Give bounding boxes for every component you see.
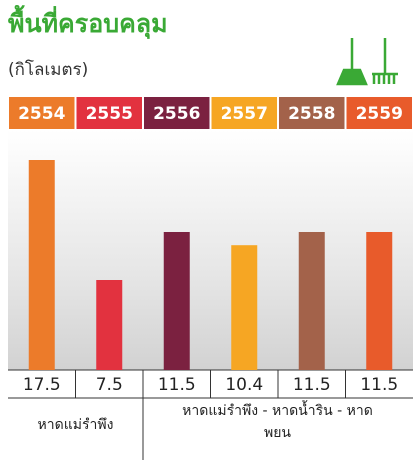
bar <box>164 232 190 370</box>
bar <box>29 160 55 370</box>
year-label: 2554 <box>18 104 65 124</box>
coverage-label: หาดแม่รำพึง - หาดน้ำริน - หาดพยน <box>175 400 380 444</box>
coverage-label: หาดแม่รำพึง <box>8 414 143 436</box>
year-label: 2558 <box>288 104 335 124</box>
plot-background <box>8 130 413 370</box>
chart: 2554 17.5 2555 7.5 2556 11.5 2557 10.4 2558 11.5 2… <box>0 0 413 460</box>
cleaning-icon <box>338 38 398 84</box>
value-label: 7.5 <box>96 375 123 395</box>
value-label: 11.5 <box>293 375 331 395</box>
bar <box>96 280 122 370</box>
infographic: พื้นที่ครอบคลุม (กิโลเมตร) 255417.525557… <box>0 0 413 460</box>
value-label: 11.5 <box>360 375 398 395</box>
year-label: 2555 <box>86 104 133 124</box>
year-label: 2559 <box>356 104 403 124</box>
value-label: 11.5 <box>158 375 196 395</box>
bar <box>231 245 257 370</box>
bar <box>366 232 392 370</box>
value-label: 17.5 <box>23 375 61 395</box>
year-label: 2556 <box>153 104 200 124</box>
year-label: 2557 <box>221 104 268 124</box>
value-label: 10.4 <box>225 375 263 395</box>
bar <box>299 232 325 370</box>
